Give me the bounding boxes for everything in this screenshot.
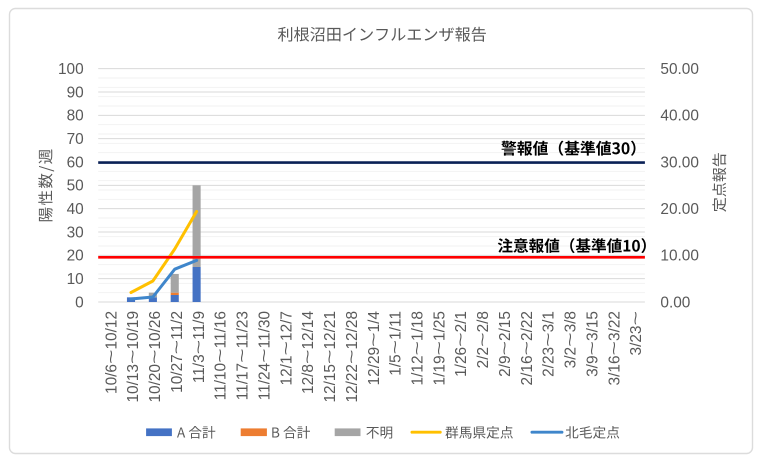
svg-text:11/24~11/30: 11/24~11/30 bbox=[256, 311, 273, 400]
svg-text:11/10~11/16: 11/10~11/16 bbox=[213, 311, 230, 400]
svg-text:40.00: 40.00 bbox=[660, 108, 699, 125]
svg-text:3/9~3/15: 3/9~3/15 bbox=[584, 311, 601, 377]
svg-text:1/19~1/25: 1/19~1/25 bbox=[431, 311, 448, 385]
svg-text:10/27~11/2: 10/27~11/2 bbox=[169, 311, 186, 393]
svg-text:2/16~2/22: 2/16~2/22 bbox=[519, 311, 536, 385]
svg-text:80: 80 bbox=[67, 108, 84, 125]
svg-text:1/12~1/18: 1/12~1/18 bbox=[409, 311, 426, 385]
svg-text:2/23~3/1: 2/23~3/1 bbox=[541, 311, 558, 377]
svg-text:12/1~12/7: 12/1~12/7 bbox=[278, 311, 295, 385]
svg-text:30.00: 30.00 bbox=[660, 154, 699, 171]
svg-text:30: 30 bbox=[67, 224, 84, 241]
svg-text:12/8~12/14: 12/8~12/14 bbox=[300, 311, 317, 394]
svg-text:10/20~10/26: 10/20~10/26 bbox=[147, 311, 164, 403]
svg-text:12/29~1/4: 12/29~1/4 bbox=[366, 311, 383, 386]
svg-text:10.00: 10.00 bbox=[660, 248, 699, 265]
svg-text:20.00: 20.00 bbox=[660, 201, 699, 218]
svg-text:0.00: 0.00 bbox=[660, 294, 690, 311]
svg-text:11/3~11/9: 11/3~11/9 bbox=[191, 311, 208, 383]
svg-text:12/22~12/28: 12/22~12/28 bbox=[344, 311, 361, 403]
svg-text:3/2~3/8: 3/2~3/8 bbox=[563, 311, 580, 368]
svg-text:1/26~2/1: 1/26~2/1 bbox=[453, 311, 470, 377]
svg-text:1/5~1/11: 1/5~1/11 bbox=[388, 311, 405, 376]
svg-text:40: 40 bbox=[67, 201, 84, 218]
svg-text:50.00: 50.00 bbox=[660, 61, 699, 78]
svg-text:50: 50 bbox=[67, 178, 84, 195]
svg-text:3/23~: 3/23~ bbox=[628, 311, 645, 355]
svg-text:11/17~11/23: 11/17~11/23 bbox=[235, 311, 252, 400]
svg-text:2/9~2/15: 2/9~2/15 bbox=[497, 311, 514, 377]
svg-text:3/16~3/22: 3/16~3/22 bbox=[606, 311, 623, 385]
svg-text:70: 70 bbox=[67, 131, 84, 148]
svg-text:0: 0 bbox=[75, 294, 84, 311]
svg-text:90: 90 bbox=[67, 84, 84, 101]
svg-text:60: 60 bbox=[67, 154, 84, 171]
svg-text:10: 10 bbox=[67, 271, 84, 288]
svg-text:20: 20 bbox=[67, 248, 84, 265]
svg-text:10/6~10/12: 10/6~10/12 bbox=[103, 311, 120, 394]
svg-text:2/2~2/8: 2/2~2/8 bbox=[475, 311, 492, 368]
svg-text:100: 100 bbox=[58, 61, 84, 78]
svg-text:10/13~10/19: 10/13~10/19 bbox=[125, 311, 142, 403]
svg-text:12/15~12/21: 12/15~12/21 bbox=[322, 311, 339, 403]
